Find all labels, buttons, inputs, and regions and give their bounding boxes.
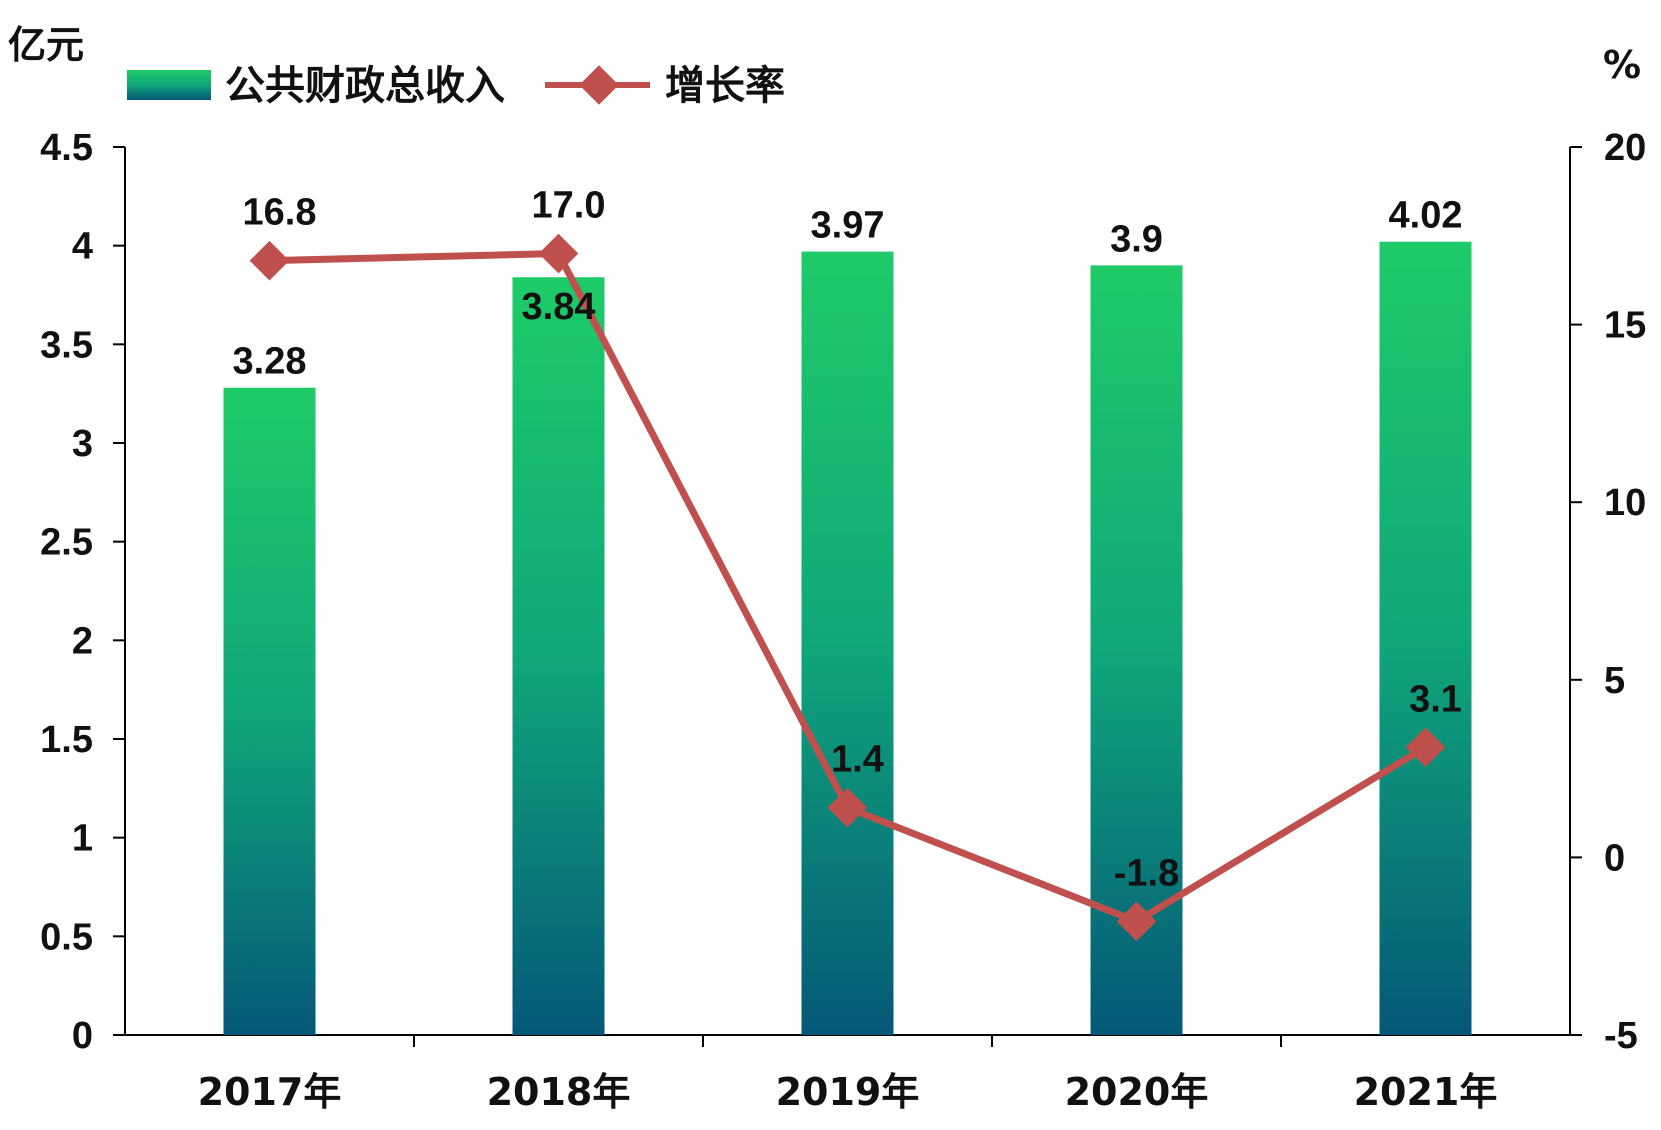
axes: 0 0.5 1 1.5 2 2.5 3 3.5 4 4.5 -5 0 5 10 15 20 2017年 2018年…: [40, 127, 1646, 1114]
legend: 公共财政总收入 增长率: [127, 63, 785, 109]
line-point: [249, 240, 290, 281]
x-tick-label: 2020年: [1065, 1070, 1209, 1114]
line-value-label: 1.4: [831, 739, 884, 781]
line-point: [1405, 727, 1446, 768]
bar-value-label: 3.28: [233, 341, 307, 383]
bar-value-label: 3.9: [1110, 218, 1163, 260]
line-value-label: -1.8: [1114, 852, 1179, 894]
x-tick-label: 2019年: [776, 1070, 920, 1114]
y-tick-label: 3: [72, 423, 93, 465]
data-labels: 3.28 3.84 3.97 3.9 4.02 16.8 17.0 1.4 -1.8 3.1: [233, 185, 1463, 895]
y-tick-label: 4.5: [40, 127, 93, 169]
y2-tick-label: 15: [1604, 305, 1646, 347]
bar: [512, 277, 605, 1035]
legend-bar-swatch: [127, 70, 211, 100]
y-tick-label: 2.5: [40, 522, 93, 564]
bar: [1379, 241, 1472, 1036]
legend-line-marker: [579, 65, 619, 105]
bar-value-label: 4.02: [1389, 195, 1463, 237]
x-tick-label: 2017年: [198, 1070, 342, 1114]
bar: [801, 251, 894, 1035]
line-value-label: 3.1: [1409, 678, 1462, 720]
line-point: [538, 233, 579, 274]
y-tick-label: 1: [72, 818, 93, 860]
y2-tick-label: 0: [1604, 837, 1625, 879]
y-tick-label: 4: [72, 226, 93, 268]
y-tick-label: 3.5: [40, 324, 93, 366]
bar-value-label: 3.97: [811, 205, 885, 247]
y2-tick-label: 5: [1604, 660, 1625, 702]
x-tick-label: 2021年: [1354, 1070, 1498, 1114]
y2-tick-label: 20: [1604, 127, 1646, 169]
bar-series: [223, 241, 1472, 1036]
y-axis-unit-left: 亿元: [8, 23, 84, 67]
legend-line-label: 增长率: [665, 63, 785, 109]
line-series: [249, 233, 1446, 942]
bar-value-label: 3.84: [522, 286, 596, 328]
y-axis-unit-right: %: [1603, 43, 1641, 87]
line-point: [827, 787, 868, 828]
y-tick-label: 1.5: [40, 719, 93, 761]
x-tick-label: 2018年: [487, 1070, 631, 1114]
legend-bar-label: 公共财政总收入: [225, 63, 505, 109]
y-tick-label: 0.5: [40, 916, 93, 958]
bar: [223, 387, 316, 1035]
y2-tick-label: -5: [1604, 1015, 1638, 1057]
line-value-label: 17.0: [532, 185, 606, 227]
y2-tick-label: 10: [1604, 482, 1646, 524]
line-point: [1116, 901, 1157, 942]
y-tick-label: 0: [72, 1015, 93, 1057]
line-value-label: 16.8: [243, 192, 317, 234]
y-tick-label: 2: [72, 620, 93, 662]
